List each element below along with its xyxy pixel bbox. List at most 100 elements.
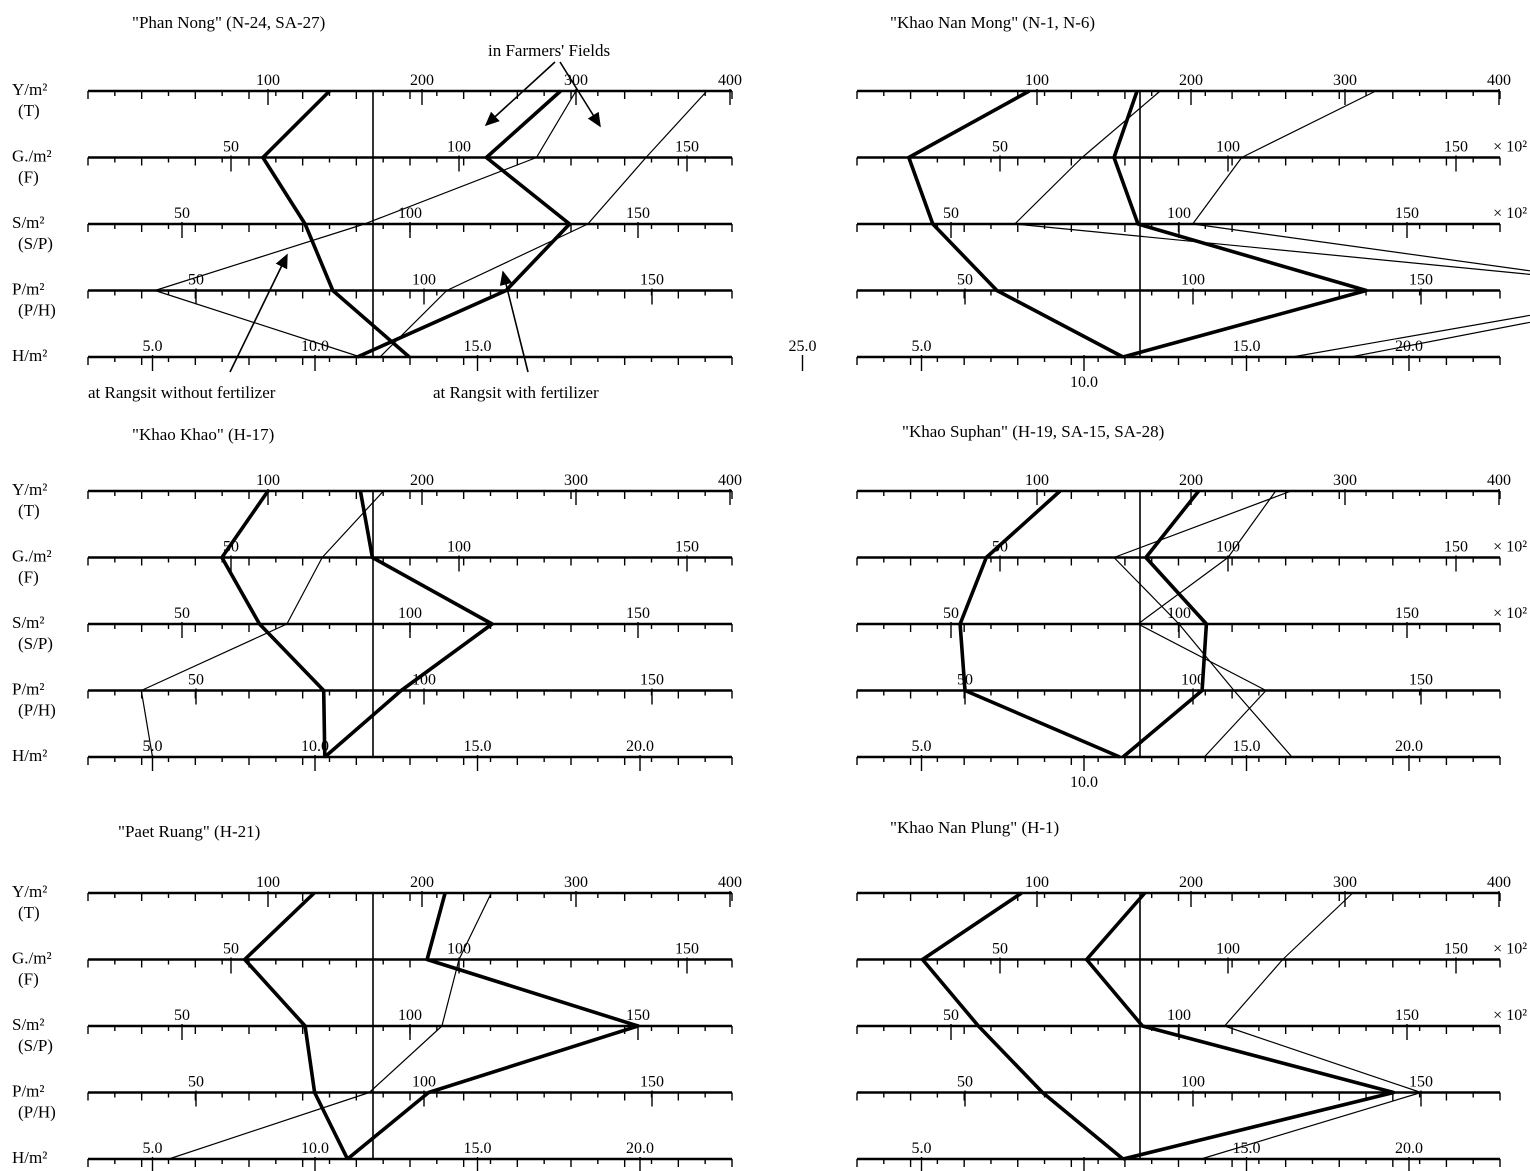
tick-label: 100 <box>1181 272 1205 289</box>
series-line-2 <box>346 892 640 1161</box>
tick-label: 400 <box>1487 874 1511 891</box>
annotation-arrow-3 <box>229 253 288 373</box>
tick-label: 15.0 <box>464 1140 492 1157</box>
tick-label: 50 <box>223 941 239 958</box>
multiplier-label: × 10² <box>1493 1007 1527 1024</box>
annotation-farmers-fields: in Farmers' Fields <box>488 41 610 60</box>
tick-label: 10.0 <box>1070 774 1098 791</box>
series-line-3 <box>168 892 492 1160</box>
tick-label: 100 <box>398 205 422 222</box>
panel-1: "Phan Nong" (N-24, SA-27) 100 200 300 400 50 1… <box>12 13 817 371</box>
tick-label: 200 <box>410 72 434 89</box>
tick-label: 100 <box>1167 1007 1191 1024</box>
tick-label: 150 <box>626 605 650 622</box>
tick-label: 50 <box>174 205 190 222</box>
multiplier-label: × 10² <box>1493 941 1527 958</box>
tick-label: 10.0 <box>301 738 329 755</box>
tick-label: 100 <box>398 1007 422 1024</box>
tick-label: 100 <box>256 72 280 89</box>
tick-label: 150 <box>640 672 664 689</box>
series-line-1 <box>958 489 1121 759</box>
tick-label: 15.0 <box>1233 1140 1261 1157</box>
tick-label: 150 <box>640 272 664 289</box>
tick-label: 200 <box>410 874 434 891</box>
tick-label: 20.0 <box>626 738 654 755</box>
tick-label: 100 <box>1025 472 1049 489</box>
tick-label: 50 <box>174 605 190 622</box>
tick-label: 100 <box>1181 1074 1205 1091</box>
tick-label: 200 <box>1179 472 1203 489</box>
tick-label: 100 <box>412 1074 436 1091</box>
series-line-1 <box>906 89 1124 359</box>
tick-label: 150 <box>675 941 699 958</box>
multiplier-label: × 10² <box>1493 139 1527 156</box>
series-line-3 <box>1113 490 1293 758</box>
row-label: H/m² <box>12 346 47 365</box>
tick-label: 50 <box>188 1074 204 1091</box>
series-line-1 <box>242 891 350 1160</box>
tick-label: 20.0 <box>1395 1140 1423 1157</box>
panel-title: "Phan Nong" (N-24, SA-27) <box>132 13 325 32</box>
tick-label: 100 <box>1025 874 1049 891</box>
row-sublabel: (T) <box>18 101 40 120</box>
row-label: Y/m² <box>12 80 47 99</box>
series-line-4 <box>1192 90 1530 358</box>
row-label: P/m² <box>12 1082 45 1101</box>
tick-label: 100 <box>447 139 471 156</box>
tick-label: 50 <box>223 139 239 156</box>
tick-label: 15.0 <box>1233 738 1261 755</box>
series-line-2 <box>1112 90 1369 359</box>
series-line-2 <box>1121 489 1209 759</box>
tick-label: 150 <box>1409 672 1433 689</box>
tick-label: 5.0 <box>143 338 163 355</box>
tick-label: 150 <box>1395 605 1419 622</box>
tick-label: 100 <box>412 272 436 289</box>
tick-label: 50 <box>957 272 973 289</box>
panel-title: "Khao Nan Mong" (N-1, N-6) <box>890 13 1095 32</box>
tick-label: 100 <box>447 941 471 958</box>
annotation-arrow-2 <box>559 61 601 128</box>
annotation-without-fertilizer: at Rangsit without fertilizer <box>88 383 276 402</box>
tick-label: 5.0 <box>143 1140 163 1157</box>
tick-label: 150 <box>640 1074 664 1091</box>
tick-label: 300 <box>1333 72 1357 89</box>
tick-label: 400 <box>1487 472 1511 489</box>
panel-6: "Khao Nan Plung" (H-1) 100 200 300 400 50 100 1… <box>856 818 1527 1171</box>
row-label: Y/m² <box>12 480 47 499</box>
tick-label: 50 <box>992 139 1008 156</box>
tick-label: 5.0 <box>912 1140 932 1157</box>
tick-label: 15.0 <box>464 738 492 755</box>
tick-label: 50 <box>943 605 959 622</box>
tick-label: 100 <box>1216 941 1240 958</box>
row-sublabel: (S/P) <box>18 1036 53 1055</box>
tick-label: 20.0 <box>626 1140 654 1157</box>
tick-label: 50 <box>943 1007 959 1024</box>
tick-label: 50 <box>188 672 204 689</box>
tick-label: 150 <box>626 205 650 222</box>
multiplier-label: × 10² <box>1493 539 1527 556</box>
tick-label: 400 <box>718 472 742 489</box>
series-line-3 <box>1014 90 1530 358</box>
row-sublabel: (F) <box>18 970 39 989</box>
series-line-3 <box>154 90 577 358</box>
tick-label: 100 <box>1167 605 1191 622</box>
tick-label: 150 <box>1444 941 1468 958</box>
tick-label: 150 <box>1444 539 1468 556</box>
series-line-2 <box>356 89 572 359</box>
tick-label: 5.0 <box>912 338 932 355</box>
tick-label: 100 <box>1181 672 1205 689</box>
tick-label: 15.0 <box>1233 338 1261 355</box>
annotation-arrow-4 <box>499 270 529 373</box>
panel-title: "Khao Khao" (H-17) <box>132 425 274 444</box>
tick-label: 150 <box>675 539 699 556</box>
series-line-2 <box>323 490 494 759</box>
tick-label: 25.0 <box>789 338 817 355</box>
series-line-2 <box>1084 891 1396 1161</box>
panel-2: "Khao Nan Mong" (N-1, N-6) 100 200 300 400 50… <box>856 13 1530 391</box>
tick-label: 150 <box>1444 139 1468 156</box>
series-line-4 <box>379 90 708 358</box>
row-label: H/m² <box>12 1148 47 1167</box>
row-label: S/m² <box>12 213 45 232</box>
tick-label: 5.0 <box>143 738 163 755</box>
